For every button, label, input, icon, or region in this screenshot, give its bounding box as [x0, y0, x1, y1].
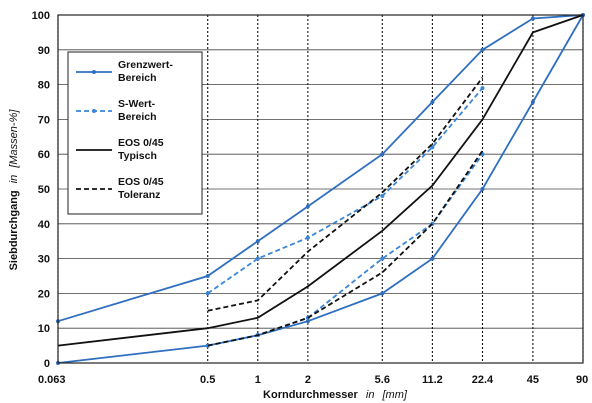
- y-tick-label: 10: [38, 323, 50, 335]
- series-line: [207, 87, 484, 295]
- data-point: [305, 235, 310, 240]
- y-tick-label: 40: [38, 219, 50, 231]
- data-point: [305, 319, 310, 324]
- legend: Grenzwert-Bereich S-Wert-Bereich EOS 0/45 T…: [67, 51, 203, 215]
- legend-marker: [92, 70, 96, 74]
- data-point: [480, 47, 485, 52]
- x-axis-title-in: in: [366, 389, 375, 401]
- y-tick-label: 90: [38, 45, 50, 57]
- data-point: [255, 256, 260, 261]
- data-point: [480, 187, 485, 191]
- legend-marker: [92, 109, 96, 113]
- data-point: [480, 86, 485, 91]
- y-tick-label: 30: [38, 254, 50, 266]
- data-point: [380, 193, 385, 198]
- legend-label: Grenzwert-Bereich: [118, 59, 173, 84]
- legend-item: EOS 0/45 Typisch: [76, 137, 164, 162]
- plot-frame: [57, 14, 584, 364]
- series-3: [57, 14, 584, 347]
- x-tick-label: 1: [255, 374, 261, 386]
- data-point: [305, 204, 310, 209]
- legend-item: EOS 0/45 Toleranz: [76, 176, 164, 201]
- x-tick-labels: 0.063 0.5 1 2 5.6 11.2 22.4 45 90: [38, 374, 588, 386]
- x-tick-label: 22.4: [472, 374, 494, 386]
- series-line: [207, 77, 484, 312]
- data-point: [530, 16, 535, 21]
- legend-label: EOS 0/45 Toleranz: [118, 176, 164, 201]
- data-point: [530, 100, 535, 104]
- y-tick-labels: 0 10 20 30 40 50 60 70 80 90 100: [32, 10, 50, 370]
- y-tick-label: 100: [32, 10, 50, 22]
- series-line: [57, 14, 584, 347]
- legend-item: Grenzwert-Bereich: [76, 59, 173, 84]
- legend-label: EOS 0/45 Typisch: [118, 137, 164, 162]
- data-point: [205, 274, 210, 278]
- data-point: [380, 291, 385, 296]
- series-line: [207, 150, 484, 347]
- legend-box: [67, 51, 203, 215]
- data-point: [255, 239, 260, 244]
- x-tick-label: 5.6: [375, 374, 390, 386]
- series-4: [207, 77, 484, 347]
- x-tick-label: 0.5: [200, 374, 215, 386]
- legend-item: S-Wert-Bereich: [76, 98, 157, 123]
- data-series: [56, 13, 585, 365]
- y-axis-title: Siebdurchgang in [Massen-%]: [8, 109, 20, 271]
- y-tick-label: 0: [44, 358, 50, 370]
- y-tick-label: 80: [38, 80, 50, 92]
- data-point: [205, 291, 210, 296]
- data-point: [430, 100, 435, 104]
- x-axis-title-main: Korndurchmesser: [263, 389, 358, 401]
- x-tick-label: 11.2: [422, 374, 443, 386]
- legend-label: S-Wert-Bereich: [118, 98, 157, 123]
- data-point: [380, 152, 385, 157]
- data-point: [430, 256, 435, 261]
- x-tick-label: 90: [576, 374, 588, 386]
- y-tick-label: 50: [38, 184, 50, 196]
- data-point: [430, 145, 435, 150]
- x-tick-label: 2: [305, 374, 311, 386]
- y-tick-label: 70: [38, 114, 50, 126]
- x-axis-title-unit: [mm]: [382, 389, 408, 401]
- y-tick-label: 60: [38, 149, 50, 161]
- x-axis-title: Korndurchmesser in [mm]: [263, 389, 408, 401]
- data-point: [380, 256, 385, 261]
- y-tick-label: 20: [38, 288, 50, 300]
- y-axis-title-main: Siebdurchgang: [8, 190, 20, 270]
- y-axis-title-unit: [Massen-%]: [8, 109, 20, 169]
- y-axis-title-in: in: [8, 175, 20, 184]
- x-tick-label: 45: [527, 374, 539, 386]
- x-tick-label: 0.063: [38, 374, 66, 386]
